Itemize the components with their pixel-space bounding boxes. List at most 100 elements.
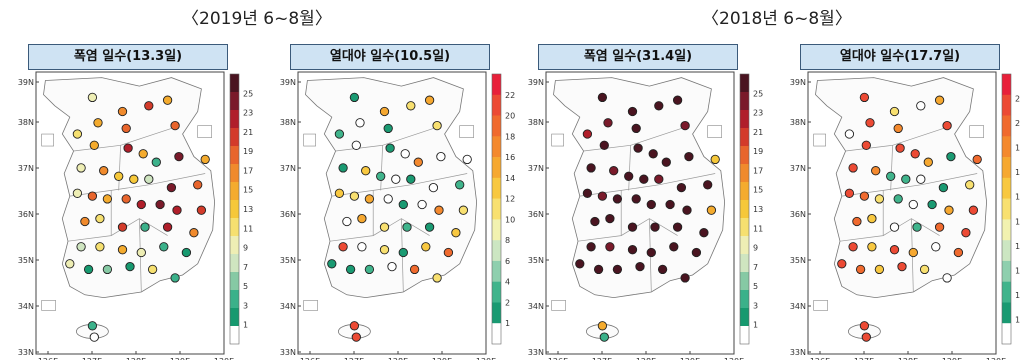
station-marker xyxy=(76,242,86,252)
lat-tick-label: 38N xyxy=(790,118,806,127)
station-marker xyxy=(867,242,877,252)
station-marker xyxy=(859,92,870,103)
lat-tick-label: 33N xyxy=(280,348,296,357)
lon-tick-label: 129E xyxy=(680,357,700,360)
colorbar-segment xyxy=(1002,281,1011,303)
colorbar-label: 16 xyxy=(505,153,515,162)
station-marker xyxy=(117,222,128,232)
colorbar-label: 6 xyxy=(505,257,510,266)
colorbar-label: 1 xyxy=(1015,315,1020,324)
colorbar-segment xyxy=(230,146,239,165)
station-marker xyxy=(136,199,146,210)
station-marker xyxy=(575,259,585,269)
colorbar-segment xyxy=(230,182,239,201)
colorbar-segment xyxy=(1002,94,1011,116)
colorbar-frame xyxy=(491,73,502,345)
colorbar-segment xyxy=(230,74,239,93)
station-marker xyxy=(927,199,937,210)
station-marker xyxy=(680,273,690,283)
lat-tick-label: 36N xyxy=(18,210,34,219)
colorbar-label: 15 xyxy=(753,186,763,195)
map-panel-tropical-night-2018: 열대야 일수(17.7일) 39N 38N 37N 36N 35N 34N 33N 126E 1… xyxy=(790,44,1028,360)
station-marker xyxy=(910,149,920,159)
station-marker xyxy=(897,261,907,272)
lon-tick-label: 129E xyxy=(942,357,962,360)
station-marker xyxy=(424,222,435,232)
station-marker xyxy=(682,205,692,215)
station-marker xyxy=(144,174,154,184)
islands-inset xyxy=(813,300,828,311)
colorbar-segment xyxy=(1002,260,1011,282)
colorbar-label: 5 xyxy=(753,282,758,291)
station-marker xyxy=(672,95,683,105)
heading-2018: 〈2018년 6~8월〉 xyxy=(702,9,852,29)
province-boundary xyxy=(380,145,383,191)
lat-tick-label: 39N xyxy=(528,78,544,87)
lon-tick-label: 128E xyxy=(388,357,408,360)
station-marker xyxy=(590,216,600,227)
colorbar-segment xyxy=(740,290,749,309)
colorbar-label: 7 xyxy=(243,263,248,272)
station-marker xyxy=(421,242,431,252)
station-marker xyxy=(586,242,596,252)
station-marker xyxy=(624,171,634,181)
station-marker xyxy=(874,194,885,204)
station-marker xyxy=(361,166,371,176)
lon-tick-label: 130E xyxy=(724,357,744,360)
station-marker xyxy=(364,264,375,275)
station-marker xyxy=(646,247,656,258)
colorbar-segment xyxy=(230,254,239,273)
station-marker xyxy=(338,242,348,252)
colorbar-label: 21 xyxy=(243,128,253,137)
colorbar-label: 10 xyxy=(505,215,515,224)
colorbar-label: 1 xyxy=(1015,242,1020,251)
station-marker xyxy=(680,120,690,131)
station-marker xyxy=(661,157,671,167)
station-marker xyxy=(93,118,103,128)
ulleung-inset xyxy=(459,125,474,138)
station-marker xyxy=(672,222,683,232)
station-marker xyxy=(155,199,165,210)
station-marker xyxy=(627,106,638,117)
lon-tick-label: 126E xyxy=(38,357,58,360)
colorbar-segment xyxy=(230,164,239,183)
province-boundary xyxy=(118,145,121,191)
colorbar-label: 1 xyxy=(1015,168,1020,177)
islands-inset xyxy=(41,300,56,311)
station-marker xyxy=(597,191,608,201)
islands-inset xyxy=(41,133,54,147)
lat-tick-label: 37N xyxy=(528,164,544,173)
lon-tick-label: 126E xyxy=(810,357,830,360)
station-marker xyxy=(631,194,641,204)
lat-tick-label: 37N xyxy=(280,164,296,173)
map-svg: 39N 38N 37N 36N 35N 34N 33N 126E 127E 128E 129E 130… xyxy=(18,71,253,360)
lat-tick-label: 34N xyxy=(280,302,296,311)
lat-tick-label: 36N xyxy=(528,210,544,219)
lat-tick-label: 33N xyxy=(18,348,34,357)
colorbar-label: 7 xyxy=(753,263,758,272)
station-marker xyxy=(129,174,139,184)
station-marker xyxy=(961,228,971,238)
station-marker xyxy=(398,247,408,258)
province-boundary xyxy=(628,145,631,191)
colorbar-segment xyxy=(492,177,501,199)
station-marker xyxy=(691,247,702,258)
station-marker xyxy=(65,259,75,269)
station-marker xyxy=(609,166,619,176)
station-marker xyxy=(599,140,609,150)
ulleung-inset xyxy=(707,125,722,138)
colorbar-segment xyxy=(740,74,749,93)
station-marker xyxy=(916,101,926,111)
lat-tick-label: 37N xyxy=(790,164,806,173)
colorbar-segment xyxy=(230,290,239,309)
lon-tick-label: 127E xyxy=(854,357,874,360)
station-marker xyxy=(357,213,367,224)
colorbar-label: 20 xyxy=(505,112,515,121)
station-marker xyxy=(462,154,472,165)
colorbar-label: 15 xyxy=(243,186,253,195)
map-panel-heatwave-2019: 폭염 일수(13.3일) 39N38N37N36N35N34N33N126E12… xyxy=(18,44,268,360)
colorbar-label: 18 xyxy=(505,132,515,141)
colorbar-segment xyxy=(740,218,749,237)
station-marker xyxy=(138,149,148,159)
colorbar-segment xyxy=(230,236,239,255)
